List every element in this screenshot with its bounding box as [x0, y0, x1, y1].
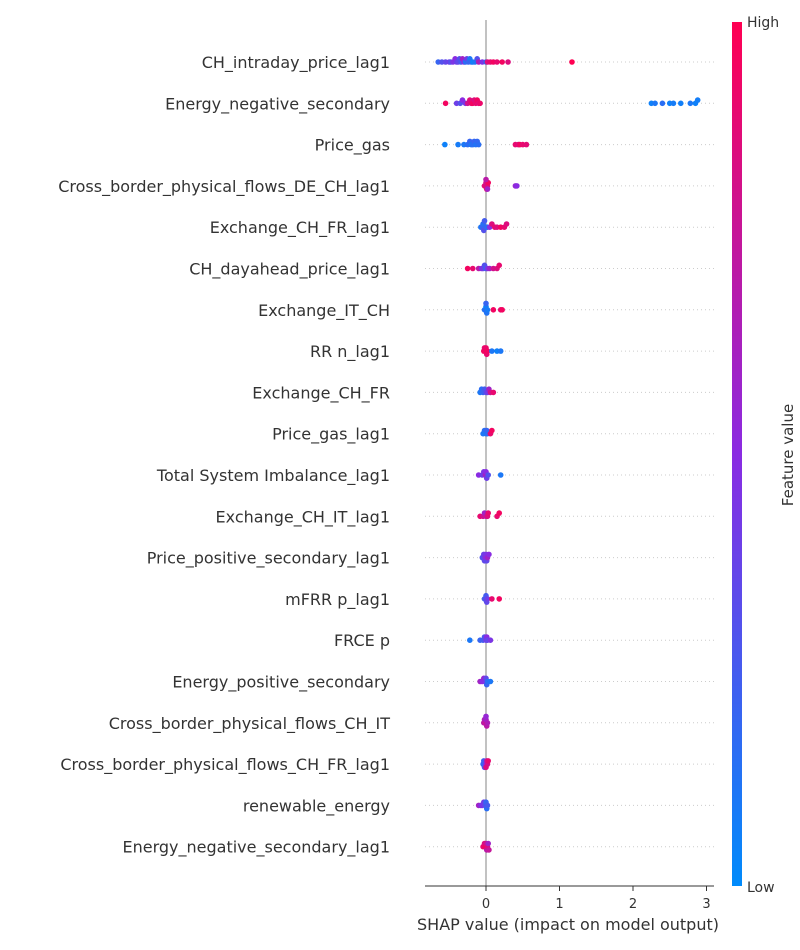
shap-point [670, 100, 677, 107]
colorbar-high-label: High [747, 15, 779, 31]
shap-point [687, 100, 694, 107]
colorbar-gradient [732, 22, 742, 886]
x-axis: 0 1 2 3 SHAP value (impact on model output) [417, 885, 719, 934]
shap-point [485, 758, 492, 764]
feature-label: Total System Imbalance_lag1 [156, 466, 390, 486]
shap-point [484, 720, 491, 726]
shap-point [497, 348, 504, 354]
feature-label: Price_gas_lag1 [272, 425, 390, 445]
feature-label: Energy_negative_secondary [165, 94, 390, 114]
shap-point [496, 510, 503, 516]
shap-point [496, 262, 503, 269]
shap-point [442, 100, 449, 107]
feature-labels: CH_intraday_price_lag1 Energy_negative_se… [58, 53, 390, 858]
shap-point [484, 802, 491, 809]
shap-point [496, 596, 503, 602]
feature-label: CH_dayahead_price_lag1 [189, 260, 390, 280]
shap-point [469, 265, 476, 272]
shap-point [485, 510, 492, 516]
shap-point [467, 637, 473, 643]
shap-points [435, 56, 701, 853]
shap-point [694, 97, 701, 103]
shap-point [677, 100, 684, 107]
shap-point [503, 221, 510, 227]
colorbar-low-label: Low [747, 880, 775, 896]
shap-point [477, 100, 483, 107]
shap-point [481, 218, 488, 224]
shap-point [485, 840, 492, 847]
shap-point [484, 307, 491, 313]
shap-point [455, 141, 461, 148]
shap-point [483, 713, 489, 720]
feature-label: RR n_lag1 [310, 342, 390, 362]
feature-label: Exchange_CH_FR [252, 383, 390, 403]
feature-label: Cross_border_physical_flows_DE_CH_lag1 [58, 177, 390, 197]
feature-label: FRCE p [334, 631, 390, 650]
shap-point [489, 348, 495, 354]
x-axis-title: SHAP value (impact on model output) [417, 915, 719, 934]
feature-label: Energy_positive_secondary [172, 673, 390, 693]
x-tick-label: 3 [702, 897, 710, 912]
shap-point [486, 551, 492, 558]
colorbar-title: Feature value [779, 404, 797, 506]
x-tick-label: 2 [629, 897, 637, 912]
feature-label: renewable_energy [243, 796, 390, 816]
feature-label: Price_positive_secondary_lag1 [147, 549, 390, 569]
shap-point [514, 183, 520, 189]
shap-point [569, 59, 575, 65]
feature-label: Cross_border_physical_flows_CH_FR_lag1 [60, 755, 390, 775]
shap-point [487, 678, 494, 685]
shap-point [490, 389, 497, 396]
shap-point [487, 637, 494, 643]
shap-point [475, 141, 482, 148]
shap-point [499, 59, 505, 65]
shap-point [659, 100, 666, 107]
row-grid-lines [425, 61, 714, 848]
shap-point [505, 59, 511, 65]
colorbar: High Low Feature value [732, 15, 797, 896]
shap-point [499, 307, 505, 313]
x-tick-label: 0 [482, 897, 490, 912]
feature-label: Cross_border_physical_flows_CH_IT [109, 714, 390, 734]
feature-label: Price_gas [315, 136, 390, 156]
feature-label: Exchange_IT_CH [258, 301, 390, 321]
shap-point [464, 265, 471, 272]
feature-label: Exchange_CH_IT_lag1 [216, 507, 390, 527]
shap-point [484, 596, 491, 602]
shap-point [442, 141, 448, 148]
shap-point [523, 141, 530, 148]
shap-point [486, 847, 492, 853]
shap-point [484, 186, 491, 192]
feature-label: Exchange_CH_FR_lag1 [210, 218, 390, 238]
shap-point [483, 176, 489, 183]
shap-point [483, 764, 489, 771]
shap-point [489, 427, 495, 434]
shap-point [497, 472, 504, 478]
x-ticks: 0 1 2 3 [482, 886, 711, 912]
feature-label: CH_intraday_price_lag1 [202, 53, 390, 73]
shap-point [494, 59, 500, 65]
feature-label: mFRR p_lag1 [285, 590, 390, 610]
feature-label: Energy_negative_secondary_lag1 [123, 838, 391, 858]
shap-point [484, 348, 491, 354]
shap-point [490, 307, 497, 313]
shap-point [483, 300, 489, 307]
shap-point [489, 596, 495, 602]
x-tick-label: 1 [555, 897, 563, 912]
shap-point [485, 472, 492, 478]
shap-point [652, 100, 658, 107]
